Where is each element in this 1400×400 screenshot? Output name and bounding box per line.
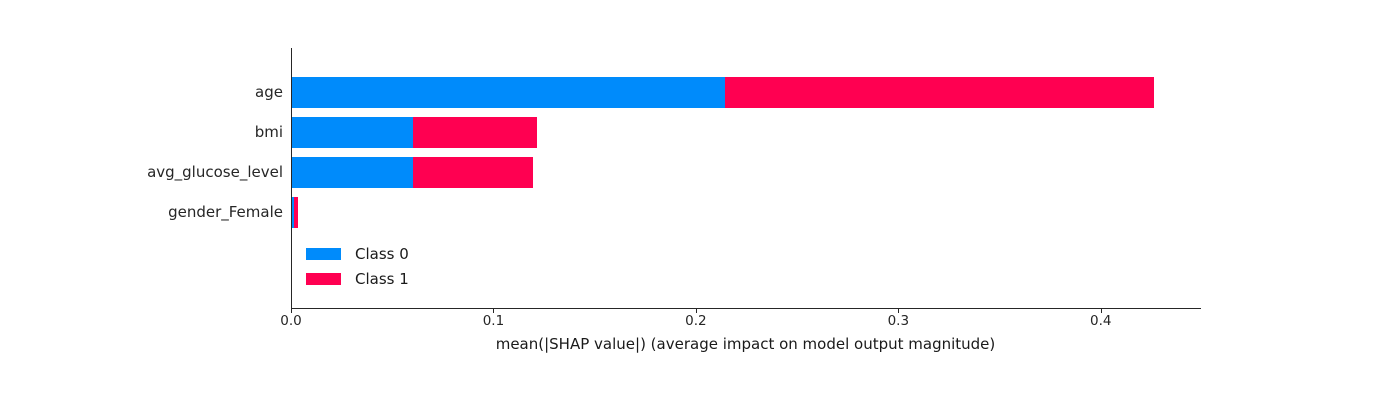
- bar-segment-class-1: [413, 157, 533, 188]
- bar-segment-class-0: [292, 77, 726, 108]
- bar-row-avg_glucose_level: [292, 157, 533, 188]
- legend-item-class-1: Class 1: [306, 269, 409, 288]
- legend-item-class-0: Class 0: [306, 244, 409, 263]
- x-tick-label: 0.2: [685, 313, 707, 329]
- bar-row-bmi: [292, 117, 537, 148]
- plot-area: Class 0 Class 1: [291, 48, 1201, 309]
- x-tick-label: 0.3: [887, 313, 910, 329]
- bar-segment-class-0: [292, 197, 295, 228]
- x-tick-mark: [695, 309, 697, 313]
- x-tick-mark: [493, 309, 495, 313]
- x-tick-mark: [898, 309, 900, 313]
- legend-swatch-class-1: [306, 272, 341, 285]
- bar-row-age: [292, 77, 1155, 108]
- legend-label: Class 1: [355, 269, 409, 288]
- legend-label: Class 0: [355, 244, 409, 263]
- bar-segment-class-0: [292, 117, 414, 148]
- bar-segment-class-1: [294, 197, 299, 228]
- y-tick-label-bmi: bmi: [254, 123, 283, 141]
- x-tick-mark: [1100, 309, 1102, 313]
- bar-segment-class-1: [413, 117, 537, 148]
- x-tick-label: 0.1: [482, 313, 505, 329]
- x-axis-label: mean(|SHAP value|) (average impact on mo…: [495, 335, 996, 353]
- x-tick-mark: [291, 309, 292, 313]
- bar-segment-class-0: [292, 157, 414, 188]
- legend-swatch-class-0: [306, 247, 341, 260]
- y-tick-label-age: age: [255, 83, 283, 101]
- y-tick-label-avg_glucose_level: avg_glucose_level: [147, 163, 283, 181]
- bar-row-gender_Female: [292, 197, 299, 228]
- x-tick-label: 0.4: [1090, 313, 1112, 329]
- legend: Class 0 Class 1: [306, 244, 409, 288]
- x-tick-label: 0.0: [280, 313, 302, 329]
- y-tick-label-gender_Female: gender_Female: [168, 203, 283, 221]
- bar-segment-class-1: [725, 77, 1155, 108]
